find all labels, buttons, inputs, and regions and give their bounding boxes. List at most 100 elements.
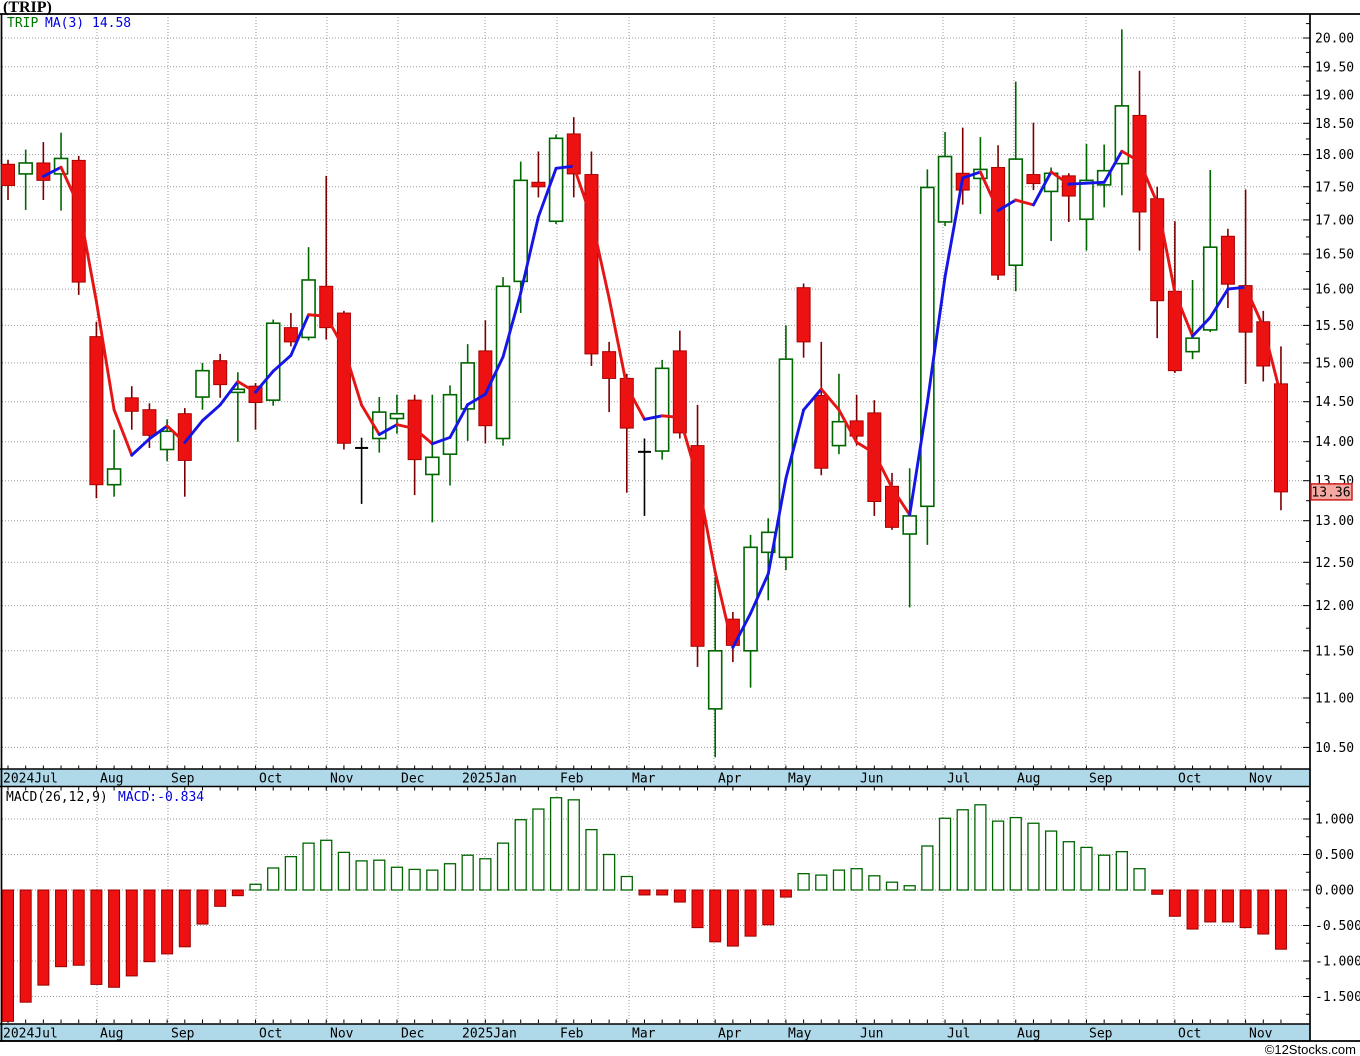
ma-line-falling [342,346,364,407]
candle-body-up [106,468,122,486]
month-label: Sep [1089,1027,1113,1042]
ma-line-rising [218,380,240,407]
month-label: Aug [1017,1027,1040,1042]
macd-bar-positive [620,875,633,891]
candle-body-up [1008,158,1024,267]
ma-line-falling [413,427,434,446]
macd-bar-positive [885,881,899,891]
ma-line-rising [996,198,1018,213]
macd-bar-positive [585,829,598,891]
macd-bar-positive [991,820,1005,891]
macd-bar-negative [2,889,14,1022]
ma-line-falling [1244,285,1265,329]
macd-bar-positive [284,855,298,891]
price-legend: TRIP MA(3) 14.58 [7,16,131,31]
ma-line-falling [607,296,629,388]
macd-bar-positive [514,819,527,891]
ma-line-falling [713,570,735,649]
macd-bar-negative [1204,889,1217,923]
ma-line-falling [112,408,134,457]
macd-bar-negative [1257,889,1270,935]
ma-line-rising [802,387,823,412]
macd-bar-positive [320,839,333,891]
macd-bar-positive [602,853,616,891]
candle-body-down [1026,174,1041,185]
price-axis-label: 15.00 [1315,356,1354,371]
macd-bar-negative [196,889,209,925]
ma-line-falling [1049,170,1071,186]
candle-body-up [707,649,723,710]
macd-bar-negative [673,889,686,903]
macd-axis-label: -0.500 [1315,919,1360,934]
month-label: Oct [259,772,282,787]
macd-bar-positive [974,804,987,891]
month-label: 2024Jul [3,772,58,787]
macd-bar-positive [938,817,952,891]
macd-bar-positive [355,860,368,891]
macd-bar-positive [832,869,846,891]
macd-bar-negative [231,889,244,897]
month-label: Sep [171,1027,195,1042]
candle-body-up [743,546,758,652]
month-label: Oct [1178,772,1201,787]
macd-bar-negative [726,889,739,947]
ma-line-rising [961,170,982,180]
macd-bar-positive [532,808,545,891]
macd-bar-negative [143,889,156,963]
price-axis-label: 14.00 [1315,435,1354,450]
candle-body-up [1079,179,1094,221]
macd-axis-label: 1.000 [1315,813,1354,828]
price-axis-label: 11.00 [1315,692,1354,707]
price-axis-label: 18.00 [1315,148,1354,163]
price-axis-label: 10.50 [1315,741,1354,756]
ma-line-falling [625,384,646,421]
ma-line-falling [890,486,912,517]
ma-line-rising [784,408,806,480]
macd-bar-negative [1239,889,1252,929]
macd-bar-negative [1274,889,1287,950]
candle-body-down [124,397,139,412]
candle-body-up [389,412,405,420]
candle-body-up [442,393,458,455]
macd-legend-label: MACD(26,12,9) [6,790,108,805]
macd-bar-positive [443,863,457,891]
candle-body-up [195,369,210,398]
macd-bar-positive [1044,830,1058,891]
month-label: Jul [947,772,970,787]
price-axis-label: 18.50 [1315,117,1354,132]
macd-bar-negative [744,889,757,937]
macd-bar-positive [267,867,280,891]
price-axis-label: 12.50 [1315,556,1354,571]
candle-body-down [1220,235,1235,285]
macd-bar-negative [55,889,68,968]
candle-body-up [937,155,953,223]
ma-line-rising [766,476,788,576]
macd-legend: MACD(26,12,9) MACD:-0.834 [6,790,204,805]
candle-body-down [867,412,882,502]
macd-bar-negative [108,889,121,988]
ma-line-falling [1120,149,1141,163]
month-label: Aug [1017,772,1040,787]
macd-bar-negative [1168,889,1181,917]
macd-bar-positive [1098,854,1111,891]
ma-line-falling [872,451,894,490]
price-axis-label: 16.00 [1315,283,1354,298]
ma-line-falling [855,440,876,455]
candle-body-up [425,456,440,476]
ma-line-rising [201,403,222,423]
candle-body-down [1273,383,1288,493]
ma-line-falling [1014,198,1035,207]
candle-body-down [1238,285,1253,333]
price-axis-label: 13.00 [1315,514,1354,529]
last-price-marker-box [1310,483,1353,501]
macd-bar-positive [797,873,810,891]
candle-body-down [566,133,581,175]
macd-bar-positive [1027,822,1040,891]
month-label: Mar [632,772,656,787]
macd-bar-negative [779,889,792,898]
ma-line-rising [271,353,293,373]
candle-body-down [1,163,15,187]
month-label: 2025Jan [462,1027,517,1042]
candle-body-up [18,162,33,175]
